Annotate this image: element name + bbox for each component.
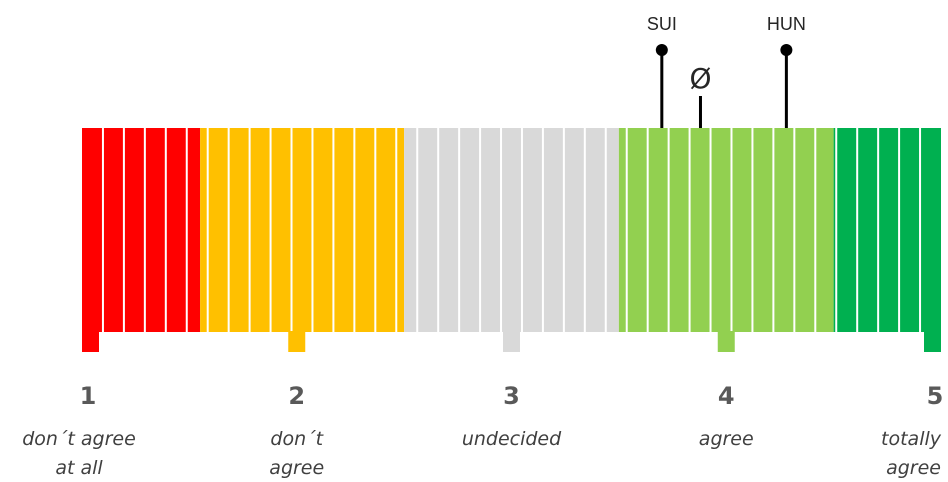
- tick-label: totally: [881, 428, 942, 450]
- scale-segment-red: [82, 128, 201, 332]
- tick-label: agree: [699, 428, 754, 450]
- tick-label: agree: [269, 457, 324, 479]
- tick-number: 5: [927, 382, 944, 410]
- tick-number: 4: [718, 382, 735, 410]
- tick-number: 1: [80, 382, 97, 410]
- marker-label: SUI: [647, 14, 677, 34]
- tick-label: agree: [886, 457, 941, 479]
- marker-dot: [780, 44, 793, 56]
- tick-label: don´t agree: [22, 428, 136, 450]
- tick-label: at all: [55, 457, 103, 479]
- country-markers: SUI Ø HUN: [647, 14, 806, 128]
- scale-segment-grey: [404, 128, 619, 332]
- tick-label: undecided: [462, 428, 562, 450]
- tick-label: don´t: [270, 428, 324, 450]
- scale-ticks: 1 don´t agree at all 2 don´t agree 3 undecided 4…: [22, 382, 943, 479]
- marker-dot: [655, 44, 668, 56]
- tick-stub-1: [82, 331, 99, 352]
- scale-segment-orange: [200, 128, 405, 332]
- scale-segment-green: [833, 128, 941, 332]
- tick-stub-2: [288, 331, 306, 352]
- scale-bar: [82, 128, 941, 352]
- tick-number: 2: [288, 382, 305, 410]
- marker-label: HUN: [767, 14, 806, 34]
- average-label: Ø: [689, 62, 711, 95]
- tick-stub-4: [717, 331, 735, 352]
- tick-stub-5: [924, 331, 941, 352]
- tick-stub-3: [503, 331, 520, 352]
- tick-number: 3: [503, 382, 520, 410]
- scale-segment-light_green: [618, 128, 834, 332]
